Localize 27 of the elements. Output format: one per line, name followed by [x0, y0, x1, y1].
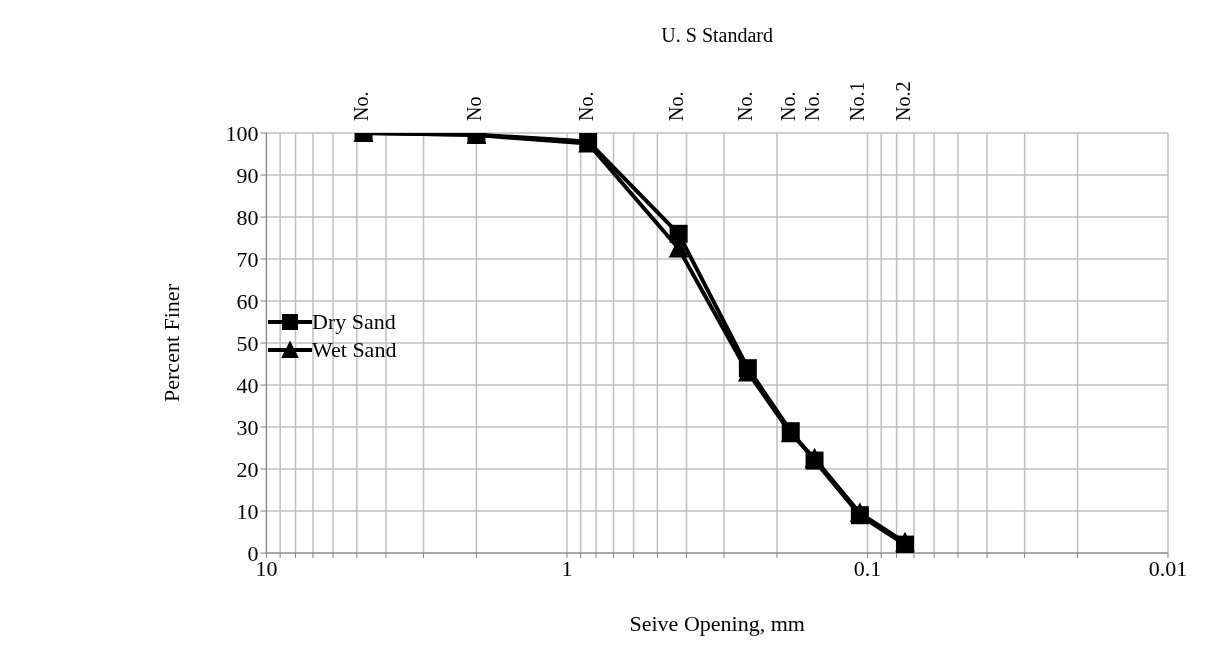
text: No.1: [846, 81, 869, 121]
text: No.: [801, 91, 824, 121]
text: No.: [777, 91, 800, 121]
x-tick-label: 0.01: [1148, 555, 1188, 581]
text: No.: [574, 91, 597, 121]
y-tick-label: 30: [236, 414, 259, 440]
text: No.: [734, 91, 757, 121]
x-tick-label: 0.1: [853, 555, 882, 581]
y-tick-label: 70: [236, 246, 259, 272]
legend-label: Wet Sand: [312, 336, 397, 364]
y-tick-label: 90: [236, 162, 259, 188]
text: No.: [350, 91, 373, 121]
y-tick-label: 40: [236, 372, 259, 398]
text: No.: [665, 91, 688, 121]
y-tick-label: 10: [236, 498, 259, 524]
y-axis-title: Percent Finer: [159, 283, 185, 402]
y-tick-label: 60: [236, 288, 259, 314]
y-tick-label: 100: [225, 120, 259, 146]
x-axis-title: Seive Opening, mm: [629, 611, 805, 636]
y-tick-label: 80: [236, 204, 259, 230]
text: No: [463, 96, 486, 121]
y-tick-label: 20: [236, 456, 259, 482]
x-tick-label: 1: [561, 555, 573, 581]
text: No.2: [891, 81, 914, 121]
legend-label: Dry Sand: [312, 308, 396, 336]
y-tick-label: 50: [236, 330, 259, 356]
chart-title: U. S Standard: [661, 24, 774, 47]
